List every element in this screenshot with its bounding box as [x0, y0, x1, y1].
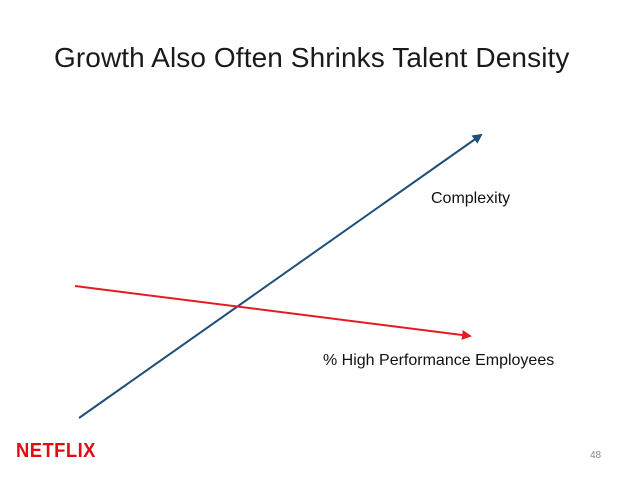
high-performance-label: % High Performance Employees [323, 352, 555, 369]
page-number: 48 [590, 450, 602, 461]
complexity-arrow [78, 133, 483, 419]
netflix-logo: NETFLIX [16, 440, 96, 462]
complexity-label: Complexity [431, 190, 511, 207]
high-performance-arrow [74, 285, 472, 340]
slide-title: Growth Also Often Shrinks Talent Density [54, 42, 570, 73]
